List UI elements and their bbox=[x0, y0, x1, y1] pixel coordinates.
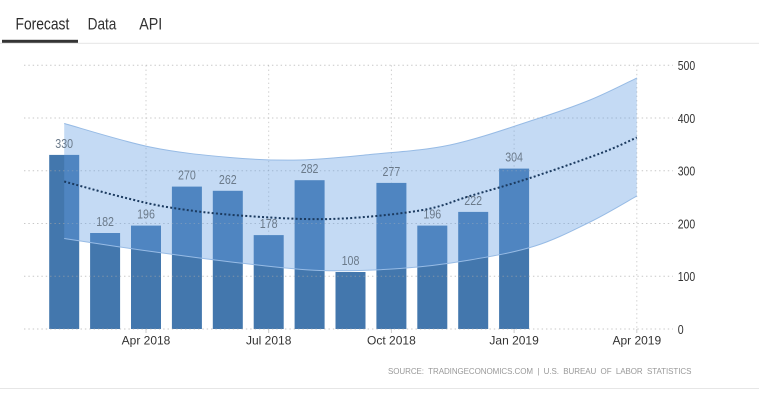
svg-text:SOURCE: TRADINGECONOMICS.COM |: SOURCE: TRADINGECONOMICS.COM | U.S. BURE… bbox=[388, 367, 692, 376]
svg-text:178: 178 bbox=[260, 216, 278, 231]
svg-text:100: 100 bbox=[678, 269, 696, 284]
svg-text:400: 400 bbox=[678, 111, 696, 126]
svg-text:500: 500 bbox=[678, 58, 696, 73]
svg-text:0: 0 bbox=[678, 322, 684, 337]
svg-text:108: 108 bbox=[342, 253, 360, 268]
svg-text:270: 270 bbox=[178, 168, 196, 183]
svg-text:Forecast: Forecast bbox=[16, 15, 70, 34]
svg-text:262: 262 bbox=[219, 172, 237, 187]
svg-text:200: 200 bbox=[678, 216, 696, 231]
svg-text:304: 304 bbox=[505, 150, 523, 165]
svg-text:282: 282 bbox=[301, 161, 319, 176]
svg-text:Jan 2019: Jan 2019 bbox=[489, 333, 539, 347]
svg-text:Oct 2018: Oct 2018 bbox=[367, 333, 416, 347]
svg-text:330: 330 bbox=[55, 136, 73, 151]
svg-text:196: 196 bbox=[137, 207, 155, 222]
svg-text:Jul 2018: Jul 2018 bbox=[246, 333, 292, 347]
svg-text:Apr 2019: Apr 2019 bbox=[612, 333, 661, 347]
svg-text:Data: Data bbox=[88, 15, 117, 34]
svg-text:222: 222 bbox=[464, 193, 482, 208]
svg-text:196: 196 bbox=[423, 207, 441, 222]
svg-text:300: 300 bbox=[678, 164, 696, 179]
svg-text:182: 182 bbox=[96, 214, 114, 229]
svg-text:API: API bbox=[139, 15, 162, 34]
svg-text:277: 277 bbox=[383, 164, 401, 179]
svg-text:Apr 2018: Apr 2018 bbox=[122, 333, 171, 347]
